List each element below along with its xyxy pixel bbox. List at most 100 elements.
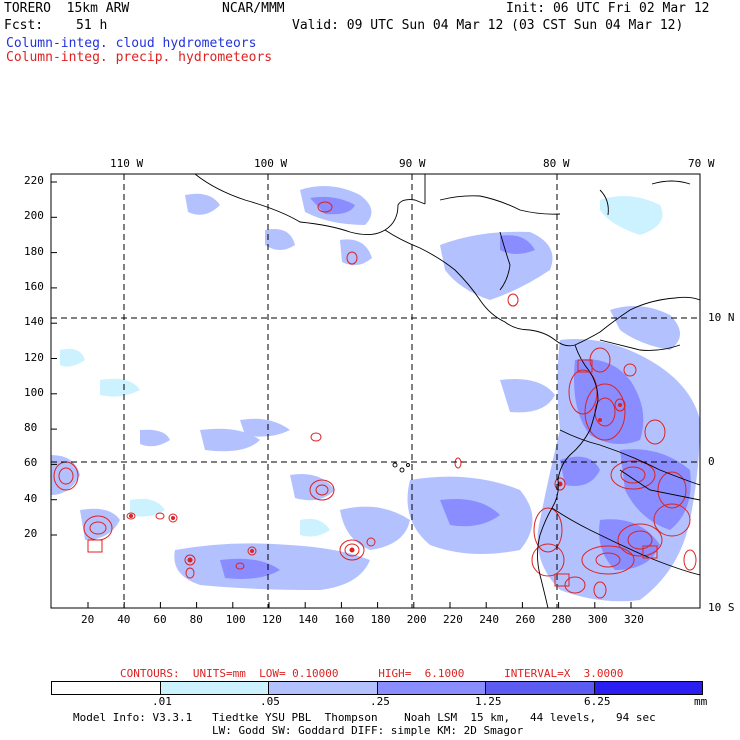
marker-box bbox=[554, 573, 570, 587]
cloud-area bbox=[265, 229, 295, 250]
precip-core bbox=[187, 557, 193, 563]
precip-contour bbox=[346, 251, 358, 265]
colorbar-segment bbox=[160, 682, 269, 694]
x-tick-label: 40 bbox=[117, 613, 131, 626]
precip-core bbox=[171, 516, 175, 520]
precip-contour bbox=[454, 457, 462, 469]
precip-contour bbox=[235, 562, 245, 570]
colorbar-segment bbox=[377, 682, 486, 694]
precip-contour bbox=[339, 539, 365, 561]
colorbar-segment bbox=[486, 682, 595, 694]
lon-label: 90 W bbox=[399, 157, 426, 170]
precip-core bbox=[349, 547, 355, 553]
precip-contour bbox=[315, 484, 329, 496]
cloud-area bbox=[620, 449, 691, 530]
cloud-hydrometeor-shading bbox=[51, 186, 700, 602]
x-tick-label: 320 bbox=[624, 613, 644, 626]
precip-contour bbox=[155, 512, 165, 520]
colorbar bbox=[51, 681, 703, 695]
forecast-hour: 51 h bbox=[76, 18, 108, 33]
precip-contour bbox=[581, 545, 635, 575]
precip-contour bbox=[168, 513, 178, 523]
cloud-area bbox=[220, 558, 280, 579]
cloud-area bbox=[185, 193, 220, 215]
y-tick-label: 180 bbox=[24, 244, 44, 258]
cloud-area bbox=[574, 359, 644, 444]
precip-contour bbox=[184, 554, 196, 566]
galapagos-island bbox=[399, 467, 405, 473]
model-title: TORERO 15km ARW bbox=[4, 1, 130, 16]
x-tick-label: 60 bbox=[153, 613, 167, 626]
cloud-area bbox=[310, 196, 355, 215]
cloud-area bbox=[100, 378, 140, 397]
coastline bbox=[559, 429, 700, 486]
y-tick-label: 60 bbox=[24, 456, 38, 470]
cloud-area bbox=[300, 518, 330, 537]
precip-contour bbox=[531, 543, 565, 577]
precip-contour bbox=[584, 383, 626, 441]
precip-field-title: Column-integ. precip. hydrometeors bbox=[6, 50, 273, 65]
precip-contour bbox=[58, 467, 74, 485]
precip-contour bbox=[317, 201, 333, 213]
precip-contour bbox=[366, 537, 376, 547]
cloud-area bbox=[340, 239, 372, 266]
cloud-area bbox=[500, 235, 535, 254]
lon-label: 110 W bbox=[110, 157, 144, 170]
cloud-area bbox=[440, 499, 500, 527]
y-tick-label: 20 bbox=[24, 527, 38, 540]
precip-contour bbox=[126, 512, 136, 520]
colorbar-segment bbox=[52, 682, 161, 694]
cloud-area bbox=[130, 498, 165, 517]
precip-contour bbox=[653, 503, 691, 537]
y-tick-label: 120 bbox=[24, 350, 44, 364]
coastline bbox=[537, 344, 599, 608]
marker-box bbox=[87, 539, 103, 553]
precip-contour bbox=[310, 432, 322, 442]
cloud-area bbox=[440, 231, 553, 300]
x-tick-label: 160 bbox=[334, 613, 355, 626]
precip-contour bbox=[627, 530, 653, 550]
contour-info: CONTOURS: UNITS=mm LOW= 0.10000 HIGH= 6.… bbox=[120, 667, 624, 680]
x-tick-label: 280 bbox=[551, 613, 572, 626]
coastlines bbox=[194, 174, 700, 608]
precip-contour bbox=[683, 549, 697, 571]
coastline bbox=[499, 231, 511, 291]
precip-contour bbox=[309, 479, 335, 501]
colorbar-label: .25 bbox=[370, 695, 390, 708]
marker-boxes bbox=[87, 359, 658, 587]
colorbar-unit: mm bbox=[694, 695, 708, 708]
axis-ticks bbox=[51, 181, 632, 608]
galapagos-island bbox=[406, 463, 410, 467]
precip-core bbox=[618, 403, 622, 407]
precip-core bbox=[250, 549, 254, 553]
x-tick-label: 120 bbox=[262, 613, 282, 626]
marker-box bbox=[577, 359, 593, 373]
precip-contour bbox=[593, 581, 607, 599]
cloud-area bbox=[500, 379, 555, 413]
model-info: Model Info: V3.3.1 Tiedtke YSU PBL Thomp… bbox=[73, 711, 656, 724]
cloud-area bbox=[80, 508, 120, 540]
graticule bbox=[51, 174, 700, 608]
lat-label: 0 bbox=[708, 455, 715, 468]
coastline bbox=[619, 469, 700, 501]
y-tick-label: 100 bbox=[24, 385, 44, 399]
x-tick-label: 240 bbox=[479, 613, 500, 626]
precip-contour bbox=[617, 523, 663, 557]
coastline bbox=[384, 229, 576, 347]
cloud-field-title: Column-integ. cloud hydrometeors bbox=[6, 36, 257, 51]
cloud-area bbox=[240, 418, 290, 437]
colorbar-label: .05 bbox=[260, 695, 280, 708]
x-tick-label: 220 bbox=[443, 613, 463, 626]
cloud-area bbox=[560, 456, 600, 486]
coastline bbox=[194, 174, 426, 235]
org-label: NCAR/MMM bbox=[222, 1, 285, 16]
coastline bbox=[574, 296, 700, 346]
x-tick-label: 20 bbox=[81, 613, 95, 626]
precip-contours bbox=[53, 201, 697, 599]
cloud-area bbox=[51, 455, 80, 495]
cloud-area bbox=[600, 196, 663, 235]
coastline bbox=[439, 195, 561, 215]
galapagos-island bbox=[392, 462, 398, 468]
cloud-area bbox=[340, 506, 410, 550]
precip-core bbox=[598, 418, 602, 422]
